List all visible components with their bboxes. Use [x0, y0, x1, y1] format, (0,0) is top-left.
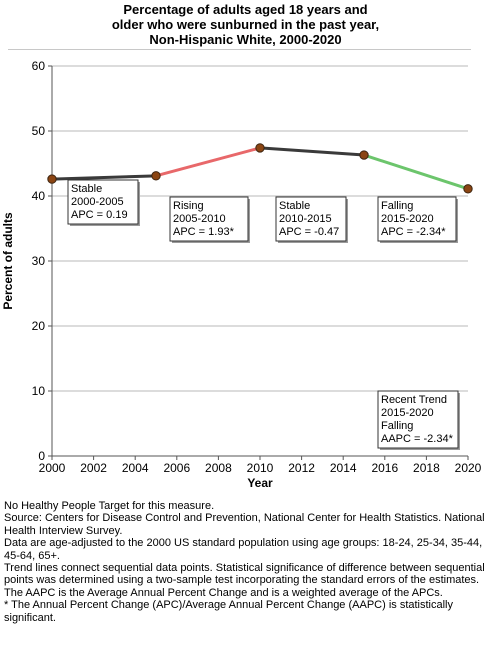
- tick-label-x-2016: 2016: [371, 461, 398, 475]
- tick-label-y-20: 20: [32, 319, 46, 333]
- chart-title-line-1: Percentage of adults aged 18 years and: [123, 2, 368, 17]
- segment-label-2010-2015-line-2: 2010-2015: [279, 213, 332, 225]
- segment-label-2010-2015-frame: [275, 196, 347, 242]
- segment-label-2000-2005-line-1: Stable: [71, 183, 102, 195]
- footnote-target: No Healthy People Target for this measur…: [4, 500, 215, 512]
- tick-label-y-10: 10: [32, 384, 46, 398]
- chart-title-line-3: Non-Hispanic White, 2000-2020: [149, 32, 342, 47]
- data-point-2015: [359, 150, 369, 160]
- tick-label-x-2020: 2020: [455, 461, 482, 475]
- footnotes: No Healthy People Target for this measur…: [4, 500, 488, 624]
- tick-label-x-2012: 2012: [288, 461, 315, 475]
- trend-segment-2005-2010: [155, 146, 261, 178]
- tick-label-x-2002: 2002: [80, 461, 107, 475]
- recent-trend-label-line-1: Recent Trend: [381, 394, 447, 406]
- tick-label-y-0: 0: [38, 449, 45, 463]
- segment-label-2000-2005-line-2: 2000-2005: [71, 196, 124, 208]
- trend-segment-2015-2020: [363, 153, 469, 191]
- segment-label-2005-2010-frame: [169, 196, 249, 242]
- trend-segment-2010-2015: [259, 146, 365, 157]
- x-axis-title: Year: [247, 476, 273, 490]
- data-point-2020: [463, 184, 473, 194]
- trend-chart: 0 10 20 30 40 50 60 2000 2002 2004 2006 2008 2010 201…: [1, 59, 482, 490]
- footnote-source: Source: Centers for Disease Control and …: [4, 512, 485, 537]
- data-point-2005: [151, 171, 161, 181]
- tick-label-x-2010: 2010: [247, 461, 274, 475]
- axes: 0 10 20 30 40 50 60 2000 2002 2004 2006 2008 2010 201…: [1, 59, 482, 490]
- footnote-age-adjustment: Data are age-adjusted to the 2000 US sta…: [4, 537, 483, 562]
- segment-label-2010-2015-line-3: APC = -0.47: [279, 226, 339, 238]
- tick-label-x-2006: 2006: [163, 461, 190, 475]
- tick-label-x-2018: 2018: [413, 461, 440, 475]
- segment-label-2005-2010-line-2: 2005-2010: [173, 213, 226, 225]
- chart-title-line-2: older who were sunburned in the past yea…: [111, 17, 380, 32]
- tick-label-x-2000: 2000: [39, 461, 66, 475]
- segment-label-2010-2015-line-1: Stable: [279, 200, 310, 212]
- data-point-2010: [255, 143, 265, 153]
- tick-label-x-2008: 2008: [205, 461, 232, 475]
- data-points: [47, 143, 473, 194]
- tick-label-y-30: 30: [32, 254, 46, 268]
- title-divider: [8, 49, 471, 50]
- recent-trend-label-frame: [377, 390, 459, 449]
- trend-segment-2000-2005: [51, 174, 157, 181]
- trend-lines: [51, 146, 469, 191]
- segment-label-2015-2020-line-3: APC = -2.34*: [381, 226, 446, 238]
- recent-trend-label-line-4: AAPC = -2.34*: [381, 433, 454, 445]
- recent-trend-label-line-2: 2015-2020: [381, 407, 434, 419]
- y-axis-title: Percent of adults: [1, 212, 15, 310]
- footnote-aapc: The AAPC is the Average Annual Percent C…: [4, 586, 443, 599]
- tick-label-y-60: 60: [32, 59, 46, 73]
- segment-label-2015-2020-line-1: Falling: [381, 200, 413, 212]
- footnote-significance: * The Annual Percent Change (APC)/Averag…: [4, 599, 454, 624]
- tick-label-x-2004: 2004: [122, 461, 149, 475]
- chart-title: Percentage of adults aged 18 years and o…: [0, 2, 491, 47]
- segment-label-2015-2020-frame: [377, 196, 457, 242]
- segment-label-2000-2005-frame: [67, 179, 139, 225]
- segment-label-2005-2010-line-3: APC = 1.93*: [173, 226, 235, 238]
- tick-label-y-50: 50: [32, 124, 46, 138]
- footnote-trend-method: Trend lines connect sequential data poin…: [4, 562, 485, 587]
- tick-label-x-2014: 2014: [330, 461, 357, 475]
- segment-label-2005-2010-line-1: Rising: [173, 200, 204, 212]
- recent-trend-label-line-3: Falling: [381, 420, 413, 432]
- data-point-2000: [47, 174, 57, 184]
- tick-label-y-40: 40: [32, 189, 46, 203]
- segment-label-2015-2020-line-2: 2015-2020: [381, 213, 434, 225]
- segment-label-2000-2005-line-3: APC = 0.19: [71, 209, 128, 221]
